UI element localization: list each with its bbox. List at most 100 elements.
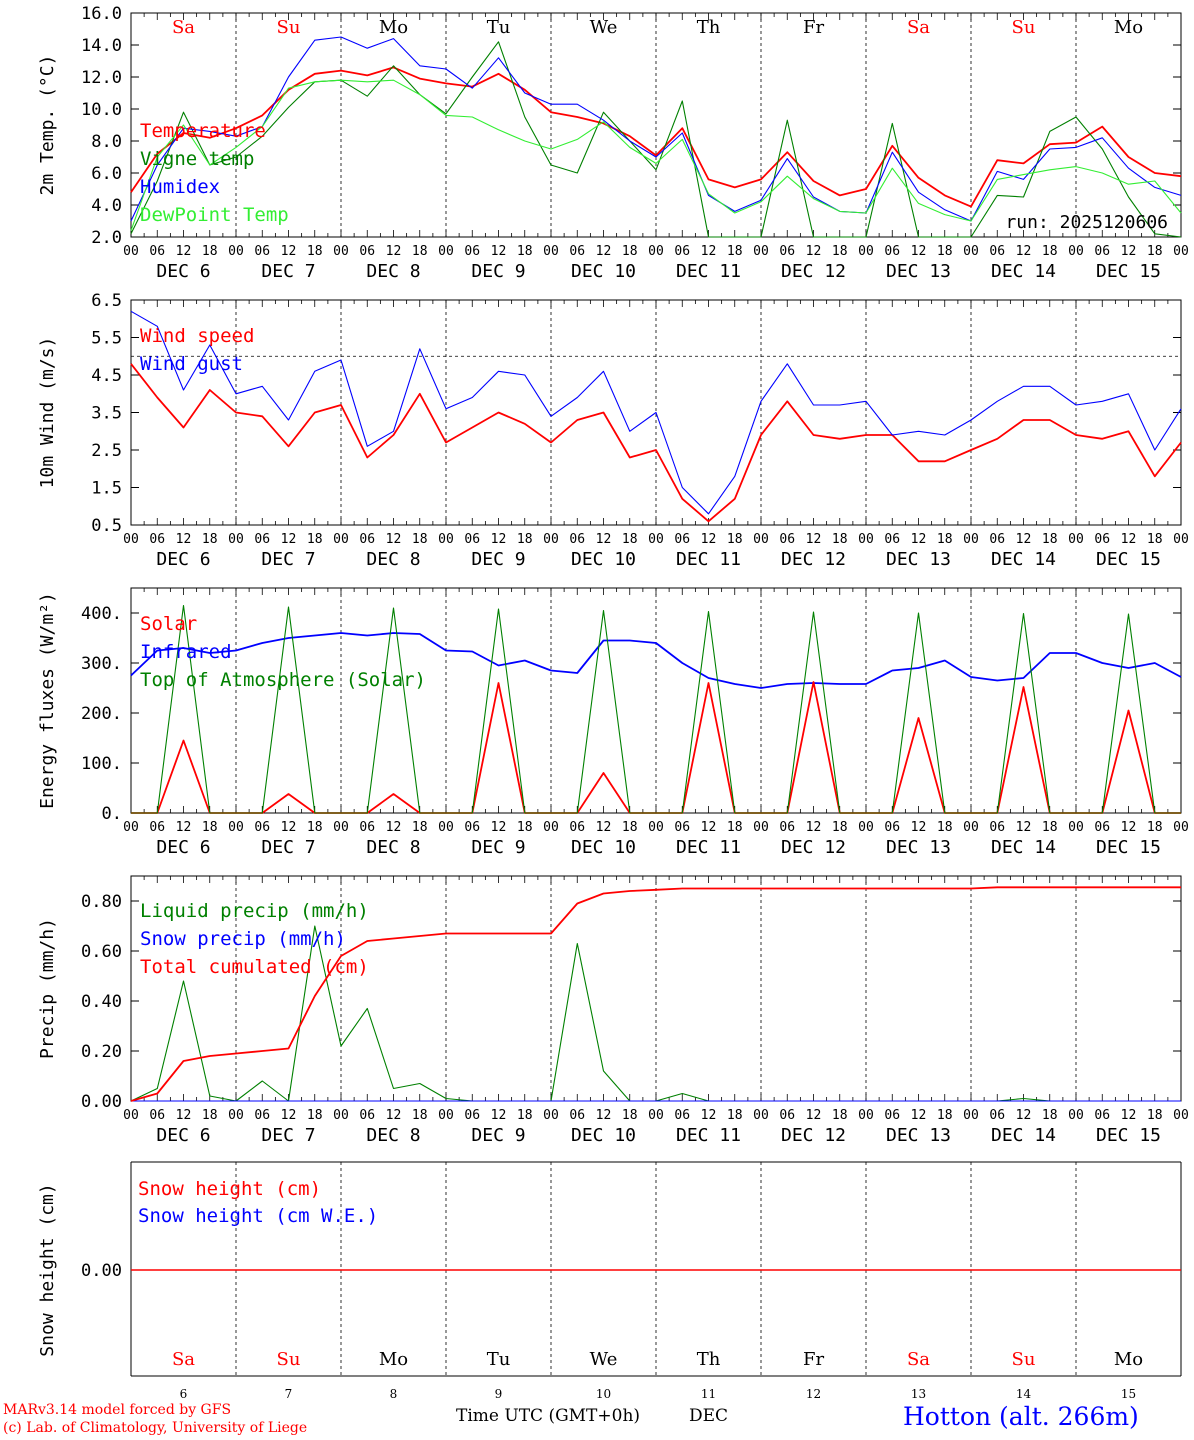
hour-tick-label: 12	[1016, 1108, 1032, 1123]
hour-tick-label: 18	[832, 1108, 848, 1123]
hour-tick-label: 12	[281, 820, 297, 835]
y-axis-title-4: Snow height (cm)	[37, 1183, 58, 1356]
y-tick-label: 0.20	[81, 1042, 122, 1062]
hour-tick-label: 12	[386, 1108, 402, 1123]
hour-tick-label: 00	[1173, 244, 1189, 259]
series-line-vigne-temp	[130, 41, 1182, 238]
hour-tick-label: 06	[569, 532, 585, 547]
series-line-infrared	[130, 632, 1182, 689]
hour-tick-label: 12	[491, 820, 507, 835]
hour-tick-label: 18	[1042, 244, 1058, 259]
hour-tick-label: 12	[281, 244, 297, 259]
hour-tick-label: 12	[701, 244, 717, 259]
weekday-label: We	[590, 1349, 618, 1370]
day-number-label: 12	[806, 1387, 821, 1401]
y-tick-label: 400.	[81, 604, 122, 624]
legend-entry: Total cumulated (cm)	[140, 956, 369, 978]
hour-tick-label: 00	[543, 820, 559, 835]
hour-tick-label: 06	[359, 820, 375, 835]
hour-tick-label: 18	[202, 532, 218, 547]
hour-tick-label: 12	[1016, 244, 1032, 259]
hour-tick-label: 00	[753, 244, 769, 259]
hour-tick-label: 18	[1042, 820, 1058, 835]
hour-tick-label: 18	[307, 1108, 323, 1123]
date-tick-label: DEC 15	[1096, 261, 1161, 282]
hour-tick-label: 06	[884, 1108, 900, 1123]
day-number-label: 8	[390, 1387, 398, 1401]
day-number-label: 7	[285, 1387, 293, 1401]
hour-tick-label: 00	[123, 532, 139, 547]
x-axis-title: Time UTC (GMT+0h)	[456, 1406, 641, 1426]
date-tick-label: DEC 8	[366, 1125, 420, 1146]
hour-tick-label: 06	[464, 1108, 480, 1123]
hour-tick-label: 12	[176, 244, 192, 259]
weekday-label: Th	[697, 17, 721, 38]
legend-entry: Liquid precip (mm/h)	[140, 900, 369, 922]
hour-tick-label: 18	[1147, 820, 1163, 835]
hour-tick-label: 12	[386, 820, 402, 835]
hour-tick-label: 06	[1094, 244, 1110, 259]
hour-tick-label: 06	[884, 244, 900, 259]
hour-tick-label: 00	[1173, 820, 1189, 835]
y-tick-label: 2.0	[91, 228, 122, 248]
hour-tick-label: 18	[1147, 244, 1163, 259]
hour-tick-label: 18	[412, 532, 428, 547]
hour-tick-label: 00	[543, 532, 559, 547]
y-tick-label: 6.0	[91, 164, 122, 184]
hour-tick-label: 00	[963, 1108, 979, 1123]
weekday-label: Sa	[172, 17, 195, 38]
hour-tick-label: 06	[1094, 820, 1110, 835]
series-line-temperature	[130, 66, 1182, 208]
hour-tick-label: 18	[832, 532, 848, 547]
y-tick-label: 0.00	[81, 1092, 122, 1112]
date-tick-label: DEC 13	[886, 261, 951, 282]
hour-tick-label: 06	[464, 820, 480, 835]
footer-copyright: (c) Lab. of Climatology, University of L…	[3, 1420, 308, 1436]
hour-tick-label: 00	[963, 244, 979, 259]
hour-tick-label: 06	[359, 1108, 375, 1123]
hour-tick-label: 06	[779, 820, 795, 835]
hour-tick-label: 12	[1121, 244, 1137, 259]
hour-tick-label: 18	[1147, 532, 1163, 547]
hour-tick-label: 12	[491, 1108, 507, 1123]
hour-tick-label: 12	[596, 1108, 612, 1123]
series-line-top-of-atmosphere-solar-	[131, 604, 1181, 814]
hour-tick-label: 06	[779, 244, 795, 259]
hour-tick-label: 18	[202, 1108, 218, 1123]
hour-tick-label: 18	[622, 1108, 638, 1123]
hour-tick-label: 06	[989, 1108, 1005, 1123]
date-tick-label: DEC 14	[991, 1125, 1056, 1146]
hour-tick-label: 18	[832, 244, 848, 259]
hour-tick-label: 06	[254, 820, 270, 835]
legend-entry: Snow precip (mm/h)	[140, 928, 346, 950]
date-tick-label: DEC 15	[1096, 549, 1161, 570]
hour-tick-label: 06	[149, 1108, 165, 1123]
hour-tick-label: 18	[622, 244, 638, 259]
date-tick-label: DEC 12	[781, 261, 846, 282]
panel-frame-2	[130, 587, 1182, 814]
y-tick-label: 5.5	[91, 329, 122, 349]
hour-tick-label: 12	[806, 820, 822, 835]
hour-tick-label: 12	[386, 244, 402, 259]
hour-tick-label: 00	[438, 1108, 454, 1123]
hour-tick-label: 00	[858, 1108, 874, 1123]
date-tick-label: DEC 11	[676, 1125, 741, 1146]
hour-tick-label: 06	[569, 244, 585, 259]
hour-tick-label: 12	[596, 532, 612, 547]
hour-tick-label: 18	[832, 820, 848, 835]
date-tick-label: DEC 9	[471, 261, 525, 282]
hour-tick-label: 12	[1121, 532, 1137, 547]
y-tick-label: 4.0	[91, 196, 122, 216]
y-tick-label: 1.5	[91, 479, 122, 499]
weekday-label: Su	[1012, 17, 1036, 38]
y-tick-label: 4.5	[91, 366, 122, 386]
legend-entry: Solar	[140, 613, 197, 635]
hour-tick-label: 12	[1016, 820, 1032, 835]
hour-tick-label: 18	[1042, 532, 1058, 547]
legend-entry: Top of Atmosphere (Solar)	[140, 669, 426, 691]
hour-tick-label: 06	[569, 820, 585, 835]
hour-tick-label: 00	[648, 532, 664, 547]
hour-tick-label: 00	[1173, 1108, 1189, 1123]
series-line-wind-gust	[130, 310, 1182, 515]
